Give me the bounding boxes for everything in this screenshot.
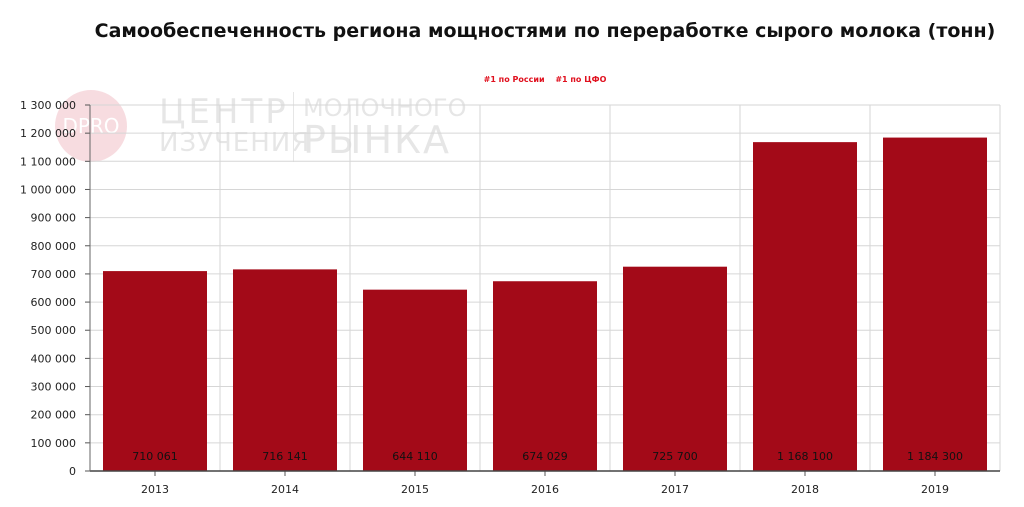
y-tick-label: 300 000 <box>31 381 77 394</box>
x-tick-label: 2013 <box>141 483 169 496</box>
y-tick-label: 1 300 000 <box>20 99 76 112</box>
chart-legend: #1 по России #1 по ЦФО <box>90 75 1000 84</box>
chart-title: Самообеспеченность региона мощностями по… <box>94 20 996 42</box>
x-tick-label: 2014 <box>271 483 299 496</box>
bar <box>883 137 987 471</box>
y-tick-label: 1 100 000 <box>20 155 76 168</box>
x-tick-label: 2015 <box>401 483 429 496</box>
y-tick-label: 600 000 <box>31 296 77 309</box>
bar <box>363 289 467 471</box>
bar <box>623 266 727 471</box>
y-tick-label: 1 200 000 <box>20 127 76 140</box>
legend-entry: #1 по ЦФО <box>555 75 607 84</box>
y-tick-label: 500 000 <box>31 324 77 337</box>
y-tick-label: 0 <box>69 465 76 478</box>
bar <box>753 142 857 471</box>
legend-entry: #1 по России <box>483 75 545 84</box>
data-label: 710 061 <box>132 450 178 463</box>
bar <box>493 281 597 471</box>
bar <box>103 271 207 471</box>
y-tick-label: 1 000 000 <box>20 183 76 196</box>
data-label: 716 141 <box>262 450 308 463</box>
x-tick-label: 2019 <box>921 483 949 496</box>
x-tick-label: 2018 <box>791 483 819 496</box>
y-tick-label: 400 000 <box>31 352 77 365</box>
data-label: 1 184 300 <box>907 450 963 463</box>
y-tick-label: 200 000 <box>31 409 77 422</box>
y-tick-label: 700 000 <box>31 268 77 281</box>
data-label: 644 110 <box>392 450 438 463</box>
data-label: 1 168 100 <box>777 450 833 463</box>
x-tick-label: 2016 <box>531 483 559 496</box>
x-tick-label: 2017 <box>661 483 689 496</box>
y-tick-label: 900 000 <box>31 212 77 225</box>
y-tick-label: 800 000 <box>31 240 77 253</box>
data-label: 725 700 <box>652 450 698 463</box>
y-tick-label: 100 000 <box>31 437 77 450</box>
bar <box>233 269 337 471</box>
data-label: 674 029 <box>522 450 568 463</box>
